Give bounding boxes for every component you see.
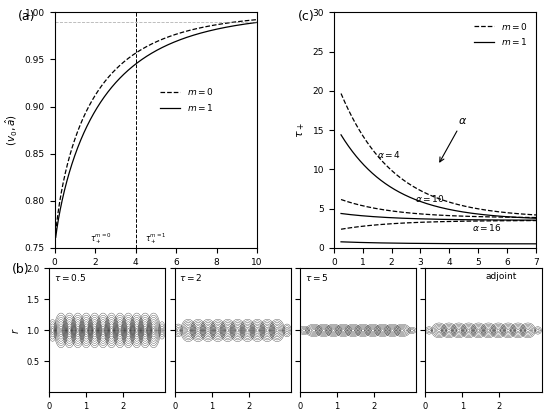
Text: (c): (c) bbox=[298, 10, 314, 23]
Text: (b): (b) bbox=[12, 263, 30, 276]
Legend: $m=0$, $m=1$: $m=0$, $m=1$ bbox=[470, 17, 532, 51]
Text: $\tau=5$: $\tau=5$ bbox=[305, 272, 328, 283]
Text: $\alpha$: $\alpha$ bbox=[440, 116, 467, 162]
Text: adjoint: adjoint bbox=[486, 272, 517, 281]
X-axis label: $\tau$: $\tau$ bbox=[152, 272, 160, 282]
Text: $\alpha=16$: $\alpha=16$ bbox=[473, 221, 502, 233]
Text: $\tau_+^{m=1}$: $\tau_+^{m=1}$ bbox=[145, 231, 167, 246]
Text: (a): (a) bbox=[18, 10, 36, 23]
X-axis label: $k$: $k$ bbox=[430, 272, 439, 284]
Y-axis label: $\tau_+$: $\tau_+$ bbox=[295, 122, 307, 138]
Text: $\alpha=10$: $\alpha=10$ bbox=[415, 193, 445, 204]
Text: $\tau_+^{m=0}$: $\tau_+^{m=0}$ bbox=[90, 231, 112, 246]
Text: $\alpha=4$: $\alpha=4$ bbox=[377, 149, 401, 159]
Y-axis label: $(v_0, \hat{a})$: $(v_0, \hat{a})$ bbox=[3, 114, 19, 146]
Text: $\tau=0.5$: $\tau=0.5$ bbox=[54, 272, 86, 283]
Legend: $m=0$, $m=1$: $m=0$, $m=1$ bbox=[156, 83, 218, 116]
Text: $\tau=2$: $\tau=2$ bbox=[179, 272, 202, 283]
Y-axis label: $r$: $r$ bbox=[10, 327, 21, 334]
